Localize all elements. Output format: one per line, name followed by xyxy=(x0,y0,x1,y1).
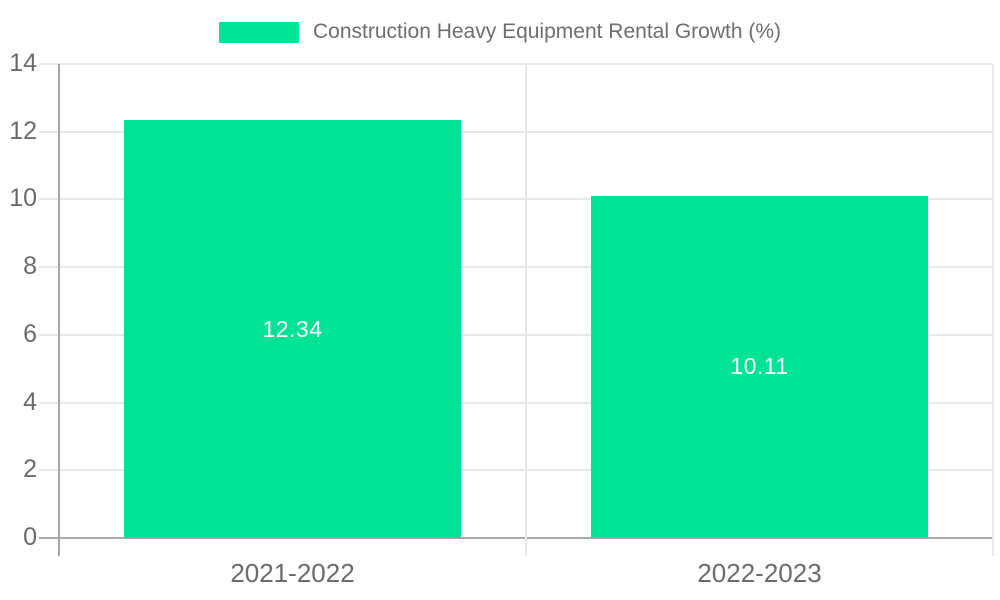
category-divider-gridline xyxy=(525,64,527,556)
y-tick-label: 8 xyxy=(23,252,37,281)
legend-swatch xyxy=(218,21,299,43)
y-gridline xyxy=(39,198,993,201)
y-gridline xyxy=(39,63,993,65)
y-gridline xyxy=(39,333,993,336)
y-gridline xyxy=(39,469,993,472)
y-axis-line xyxy=(58,64,60,556)
plot-right-gridline xyxy=(992,64,994,556)
y-tick-label: 10 xyxy=(9,184,37,213)
legend-label: Construction Heavy Equipment Rental Grow… xyxy=(312,20,782,43)
legend[interactable]: Construction Heavy Equipment Rental Grow… xyxy=(0,20,1000,44)
x-tick-label: 2021-2022 xyxy=(230,558,355,588)
bar-value-label: 12.34 xyxy=(262,315,323,342)
y-gridline xyxy=(39,266,993,269)
y-tick-label: 2 xyxy=(23,455,37,484)
y-tick-label: 0 xyxy=(23,523,37,551)
y-tick-label: 4 xyxy=(23,387,37,416)
y-gridline xyxy=(39,130,993,133)
bar-2021-2022[interactable]: 12.34 xyxy=(123,120,462,538)
y-tick-label: 12 xyxy=(9,116,37,145)
bar-2022-2023[interactable]: 10.11 xyxy=(590,195,929,538)
y-gridline xyxy=(39,401,993,404)
y-tick-label: 6 xyxy=(23,319,37,348)
x-axis-baseline xyxy=(39,537,993,539)
x-tick-label: 2022-2023 xyxy=(697,558,822,588)
y-tick-label: 14 xyxy=(9,49,37,77)
bar-value-label: 10.11 xyxy=(730,353,789,380)
